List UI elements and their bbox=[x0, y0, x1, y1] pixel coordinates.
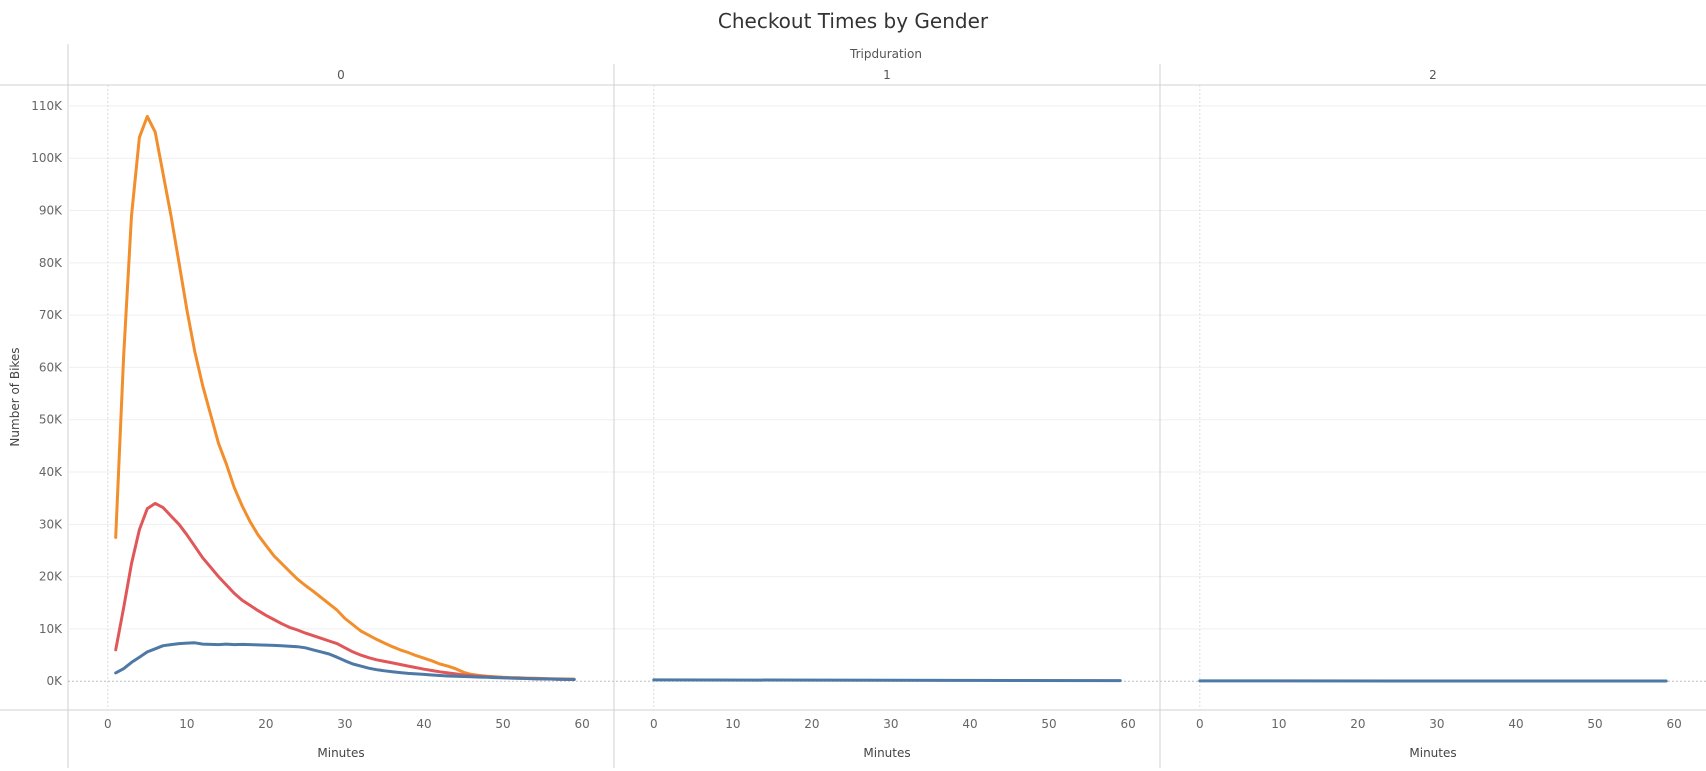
x-tick-label: 10 bbox=[1271, 717, 1286, 731]
y-tick-label: 40K bbox=[39, 465, 63, 479]
x-tick-label: 60 bbox=[1666, 717, 1681, 731]
x-tick-label: 10 bbox=[179, 717, 194, 731]
x-tick-label: 30 bbox=[883, 717, 898, 731]
x-tick-label: 30 bbox=[1429, 717, 1444, 731]
panel-header-label: 0 bbox=[337, 68, 345, 82]
y-tick-label: 80K bbox=[39, 256, 63, 270]
x-axis-title: Minutes bbox=[1409, 746, 1456, 760]
y-axis: 0K 10K 20K 30K 40K 50K 60K 70K 80K 90K 100K 110K bbox=[31, 99, 63, 688]
x-tick-label: 10 bbox=[725, 717, 740, 731]
series-line bbox=[652, 678, 1122, 683]
panel-0: 0 0 10 20 30 40 50 60 Minutes bbox=[104, 68, 590, 760]
x-tick-label: 60 bbox=[1120, 717, 1135, 731]
x-tick-label: 0 bbox=[1196, 717, 1204, 731]
x-tick-label: 20 bbox=[258, 717, 273, 731]
series-line bbox=[114, 114, 576, 681]
chart-title: Checkout Times by Gender bbox=[718, 9, 989, 33]
panel-header-label: 1 bbox=[883, 68, 891, 82]
x-tick-label: 50 bbox=[495, 717, 510, 731]
y-tick-label: 10K bbox=[39, 622, 63, 636]
y-tick-label: 50K bbox=[39, 413, 63, 427]
y-tick-label: 0K bbox=[46, 674, 63, 688]
x-tick-label: 30 bbox=[337, 717, 352, 731]
x-tick-label: 20 bbox=[1350, 717, 1365, 731]
x-tick-label: 50 bbox=[1041, 717, 1056, 731]
x-tick-label: 50 bbox=[1587, 717, 1602, 731]
series-line bbox=[114, 641, 576, 681]
x-axis-title: Minutes bbox=[317, 746, 364, 760]
y-tick-label: 90K bbox=[39, 204, 63, 218]
y-tick-label: 60K bbox=[39, 360, 63, 374]
column-header: Tripduration bbox=[849, 47, 922, 61]
panel-header-label: 2 bbox=[1429, 68, 1437, 82]
y-tick-label: 20K bbox=[39, 570, 63, 584]
series-line bbox=[114, 501, 576, 681]
y-tick-label: 100K bbox=[31, 151, 63, 165]
x-tick-label: 40 bbox=[416, 717, 431, 731]
y-tick-label: 110K bbox=[31, 99, 63, 113]
x-tick-label: 0 bbox=[650, 717, 658, 731]
x-tick-label: 0 bbox=[104, 717, 112, 731]
y-tick-label: 70K bbox=[39, 308, 63, 322]
x-tick-label: 20 bbox=[804, 717, 819, 731]
y-tick-label: 30K bbox=[39, 517, 63, 531]
y-axis-title: Number of Bikes bbox=[8, 347, 22, 446]
x-tick-label: 60 bbox=[574, 717, 589, 731]
x-tick-label: 40 bbox=[1508, 717, 1523, 731]
x-axis-title: Minutes bbox=[863, 746, 910, 760]
x-tick-label: 40 bbox=[962, 717, 977, 731]
